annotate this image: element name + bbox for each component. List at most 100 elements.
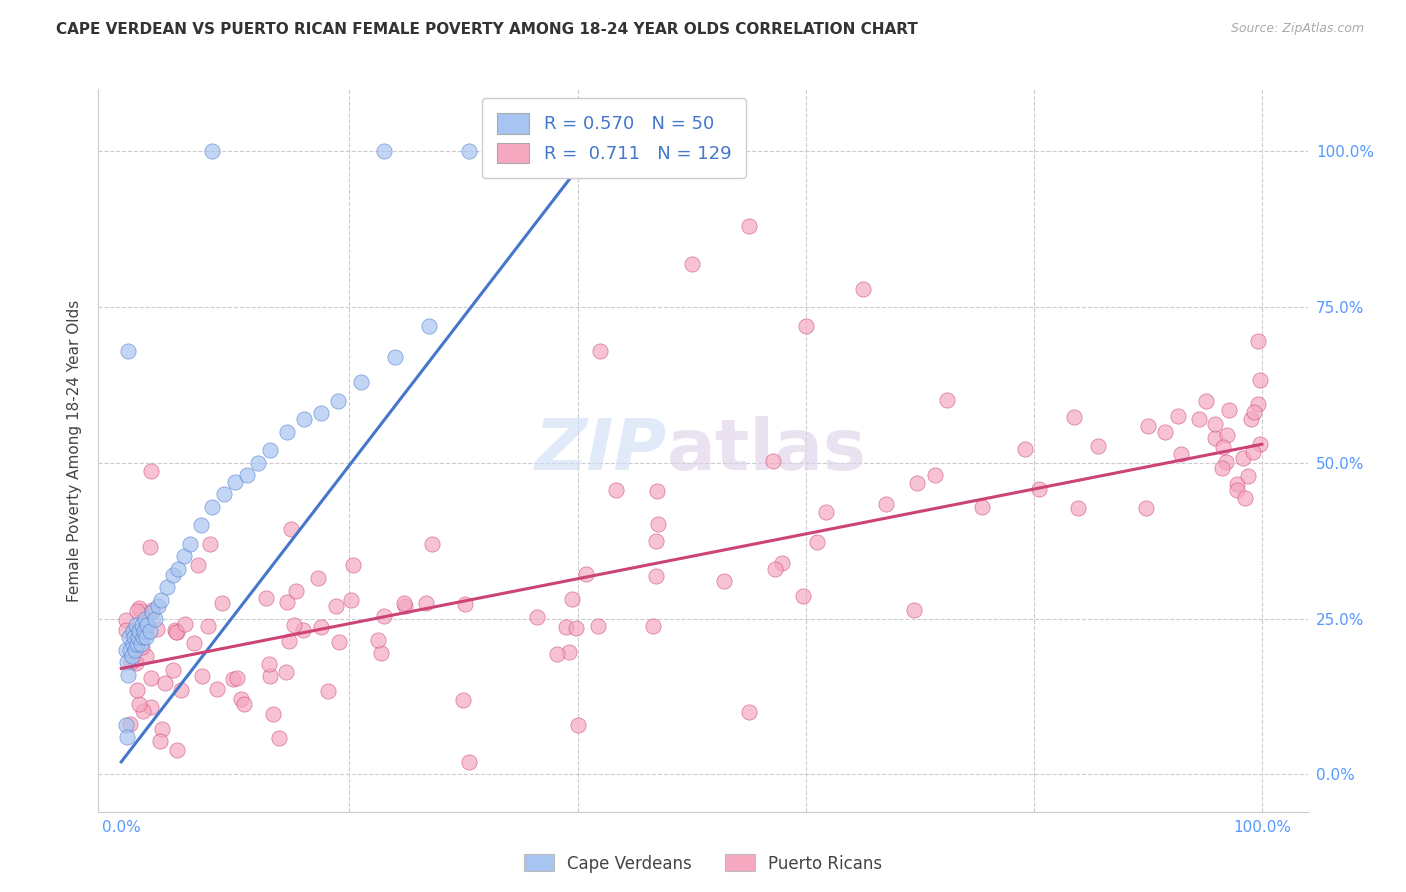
Point <box>373 145 395 159</box>
Point <box>150 722 173 736</box>
Point <box>1014 442 1036 456</box>
Point <box>197 619 219 633</box>
Point <box>131 640 153 654</box>
Point <box>276 595 298 609</box>
Point <box>225 671 247 685</box>
Point <box>1237 469 1260 483</box>
Legend: Cape Verdeans, Puerto Ricans: Cape Verdeans, Puerto Ricans <box>517 847 889 880</box>
Point <box>1247 334 1270 348</box>
Point <box>166 624 188 639</box>
Point <box>211 596 233 610</box>
Point <box>325 599 347 613</box>
Point <box>125 624 148 639</box>
Point <box>139 541 162 555</box>
Point <box>972 500 994 514</box>
Point <box>605 483 627 497</box>
Point <box>1216 428 1239 442</box>
Point <box>139 464 162 478</box>
Point <box>132 704 155 718</box>
Point <box>815 505 838 519</box>
Point <box>645 484 668 499</box>
Point <box>454 597 477 611</box>
Point <box>1067 501 1090 516</box>
Point <box>370 646 392 660</box>
Point <box>283 618 305 632</box>
Point <box>212 487 235 501</box>
Point <box>127 632 149 647</box>
Point <box>146 599 169 614</box>
Point <box>262 707 284 722</box>
Point <box>247 456 270 470</box>
Point <box>936 392 959 407</box>
Point <box>162 568 184 582</box>
Point <box>127 636 149 650</box>
Point <box>285 583 308 598</box>
Point <box>770 556 793 570</box>
Point <box>394 599 416 614</box>
Point <box>394 596 416 610</box>
Point <box>127 630 149 644</box>
Point <box>350 375 373 389</box>
Point <box>231 691 253 706</box>
Point <box>201 500 224 514</box>
Point <box>567 717 589 731</box>
Point <box>222 672 245 686</box>
Point <box>118 630 141 644</box>
Point <box>384 350 406 364</box>
Point <box>139 671 162 685</box>
Point <box>280 522 302 536</box>
Point <box>1243 405 1265 419</box>
Point <box>235 468 257 483</box>
Point <box>122 630 145 644</box>
Point <box>129 603 152 617</box>
Point <box>124 642 146 657</box>
Point <box>1240 412 1263 426</box>
Point <box>1247 397 1270 411</box>
Point <box>806 535 828 549</box>
Point <box>875 497 897 511</box>
Point <box>190 518 212 533</box>
Point <box>291 623 314 637</box>
Point <box>269 731 291 746</box>
Legend: R = 0.570   N = 50, R =  0.711   N = 129: R = 0.570 N = 50, R = 0.711 N = 129 <box>482 98 745 178</box>
Point <box>415 596 437 610</box>
Point <box>1232 451 1254 466</box>
Point <box>165 623 187 637</box>
Point <box>125 618 148 632</box>
Point <box>117 343 139 358</box>
Point <box>1218 403 1240 417</box>
Point <box>259 668 281 682</box>
Point <box>276 665 298 679</box>
Point <box>121 648 143 663</box>
Point <box>1154 425 1177 439</box>
Point <box>561 591 583 606</box>
Point <box>134 612 156 626</box>
Point <box>1204 417 1226 431</box>
Point <box>340 593 363 607</box>
Point <box>852 281 875 295</box>
Point <box>458 145 481 159</box>
Point <box>149 734 172 748</box>
Point <box>1226 483 1249 497</box>
Point <box>166 743 188 757</box>
Point <box>575 566 598 581</box>
Point <box>129 636 152 650</box>
Point <box>141 606 163 620</box>
Point <box>135 630 157 644</box>
Point <box>120 716 142 731</box>
Point <box>135 648 157 663</box>
Point <box>125 604 148 618</box>
Point <box>167 562 190 576</box>
Point <box>165 625 187 640</box>
Point <box>307 571 329 585</box>
Point <box>276 425 298 439</box>
Point <box>1137 419 1160 434</box>
Point <box>762 454 785 468</box>
Point <box>645 534 668 549</box>
Point <box>129 629 152 643</box>
Point <box>205 682 228 697</box>
Point <box>191 669 214 683</box>
Point <box>1028 482 1050 496</box>
Point <box>139 624 162 639</box>
Point <box>713 574 735 588</box>
